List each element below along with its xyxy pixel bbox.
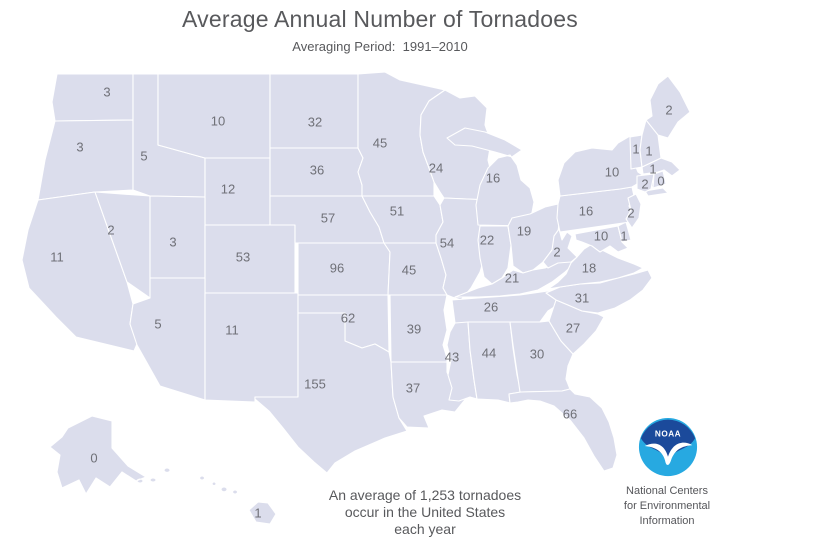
state-nd: [269, 73, 359, 149]
state-value-nc: 31: [575, 291, 589, 306]
state-value-mo: 45: [402, 263, 416, 278]
state-value-nd: 32: [308, 115, 322, 130]
state-value-nm: 11: [225, 323, 239, 338]
state-ca: [21, 191, 138, 352]
noaa-caption-line-2: for Environmental: [623, 500, 711, 512]
state-va: [547, 243, 644, 290]
state-value-ok: 62: [341, 311, 355, 326]
noaa-logo: NOAA: [638, 417, 698, 477]
state-value-az: 5: [154, 317, 161, 332]
state-value-ma: 1: [649, 162, 656, 177]
page-subtitle: Averaging Period: 1991–2010: [292, 39, 468, 54]
state-value-la: 37: [406, 381, 420, 396]
state-value-mn: 45: [373, 136, 387, 151]
state-value-ne: 57: [321, 211, 335, 226]
state-or: [37, 119, 134, 201]
state-value-co: 53: [236, 250, 250, 265]
state-wa: [51, 73, 134, 122]
state-value-md: 10: [594, 229, 608, 244]
state-ri: [652, 170, 667, 189]
state-value-ks: 96: [330, 261, 344, 276]
state-value-al: 44: [482, 346, 496, 361]
state-value-hi: 1: [254, 506, 261, 521]
noaa-caption-line-1: National Centers: [626, 485, 708, 497]
annotation-line-3: each year: [394, 521, 456, 537]
state-ut: [149, 195, 206, 279]
state-nm: [204, 292, 299, 403]
state-value-in: 22: [480, 233, 494, 248]
noaa-seagull-icon: [644, 442, 693, 465]
noaa-caption: National Centers for Environmental Infor…: [603, 484, 731, 529]
state-value-oh: 19: [517, 224, 531, 239]
state-value-ca: 11: [50, 250, 64, 265]
noaa-caption-line-3: Information: [639, 515, 695, 527]
annotation-line-2: occur in the United States: [344, 504, 506, 520]
state-value-wy: 12: [221, 182, 235, 197]
state-value-ut: 3: [169, 235, 176, 250]
state-value-nh: 1: [645, 144, 652, 159]
state-nj: [625, 193, 642, 229]
noaa-logo-dark-field: [640, 419, 696, 459]
state-fl: [508, 388, 618, 472]
state-value-wi: 24: [429, 161, 443, 176]
page-title: Average Annual Number of Tornadoes: [182, 6, 578, 32]
state-value-or: 3: [76, 140, 83, 155]
state-wv: [542, 228, 578, 269]
state-ct: [636, 173, 655, 193]
state-value-me: 2: [665, 103, 672, 118]
state-az: [129, 277, 206, 401]
state-hi: [199, 475, 277, 525]
state-value-il: 54: [440, 236, 454, 251]
state-value-mi: 16: [486, 171, 500, 186]
annotation-line-1: An average of 1,253 tornadoes: [328, 487, 522, 503]
state-value-sc: 27: [566, 321, 580, 336]
state-value-ms: 43: [445, 350, 459, 365]
state-value-sd: 36: [310, 163, 324, 178]
state-value-id: 5: [140, 149, 147, 164]
state-ak: [49, 415, 171, 495]
state-value-ak: 0: [90, 451, 97, 466]
state-value-ia: 51: [390, 204, 404, 219]
header: Average Annual Number of Tornadoes Avera…: [0, 6, 760, 54]
state-value-ky: 21: [505, 271, 519, 286]
state-value-nj: 2: [627, 206, 634, 221]
state-value-pa: 16: [579, 204, 593, 219]
state-value-tx: 155: [304, 377, 326, 392]
state-value-nv: 2: [107, 223, 114, 238]
state-me: [645, 75, 691, 139]
state-value-de: 1: [620, 229, 627, 244]
state-value-fl: 66: [563, 407, 577, 422]
state-value-wv: 2: [553, 245, 560, 260]
state-tx: [254, 312, 408, 474]
state-value-va: 18: [582, 261, 596, 276]
state-value-ga: 30: [530, 347, 544, 362]
state-value-ny: 10: [605, 165, 619, 180]
states-layer: [21, 71, 691, 525]
state-value-tn: 26: [484, 300, 498, 315]
state-value-wa: 3: [103, 85, 110, 100]
state-wy: [204, 157, 271, 226]
state-value-ri: 0: [657, 174, 664, 189]
state-value-ar: 39: [407, 322, 421, 337]
state-value-ct: 2: [641, 177, 648, 192]
total-annotation: An average of 1,253 tornadoes occur in t…: [300, 487, 550, 538]
noaa-logo-acronym: NOAA: [655, 429, 681, 438]
state-value-vt: 1: [632, 142, 639, 157]
state-value-mt: 10: [211, 114, 225, 129]
